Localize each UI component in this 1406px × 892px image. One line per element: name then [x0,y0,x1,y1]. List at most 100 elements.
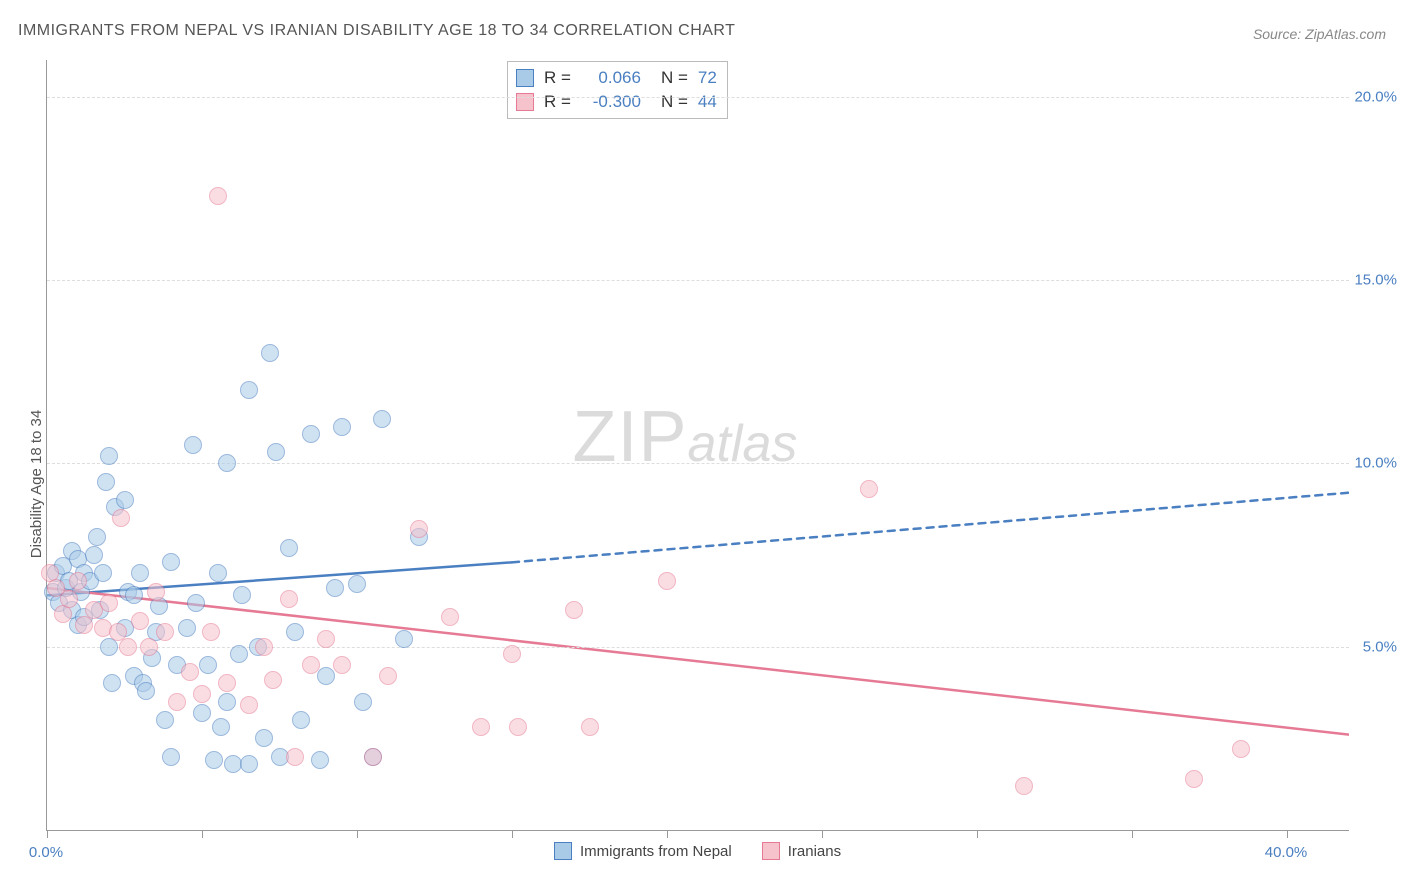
data-point-nepal [280,539,298,557]
data-point-iranians [280,590,298,608]
legend-row-nepal: R =0.066N =72 [516,66,717,90]
y-tick-label: 15.0% [1354,272,1397,289]
data-point-iranians [565,601,583,619]
data-point-nepal [156,711,174,729]
data-point-nepal [187,594,205,612]
data-point-iranians [255,638,273,656]
data-point-nepal [255,729,273,747]
data-point-nepal [103,674,121,692]
data-point-nepal [317,667,335,685]
data-point-nepal [162,748,180,766]
legend-swatch [762,842,780,860]
data-point-nepal [116,491,134,509]
r-value: -0.300 [581,92,641,112]
y-tick-label: 10.0% [1354,455,1397,472]
data-point-nepal [88,528,106,546]
data-point-iranians [333,656,351,674]
data-point-iranians [317,630,335,648]
data-point-nepal [162,553,180,571]
x-tick [667,830,668,838]
data-point-nepal [267,443,285,461]
data-point-iranians [69,572,87,590]
gridline [47,463,1349,464]
data-point-nepal [333,418,351,436]
watermark-zip: ZIP [573,397,688,477]
data-point-iranians [472,718,490,736]
data-point-nepal [348,575,366,593]
data-point-iranians [147,583,165,601]
data-point-nepal [302,425,320,443]
data-point-nepal [193,704,211,722]
data-point-iranians [1015,777,1033,795]
data-point-nepal [199,656,217,674]
legend-label: Immigrants from Nepal [580,843,732,860]
data-point-iranians [100,594,118,612]
data-point-nepal [125,586,143,604]
data-point-nepal [326,579,344,597]
data-point-iranians [509,718,527,736]
x-tick-label: 40.0% [1265,844,1308,861]
data-point-nepal [354,693,372,711]
r-symbol: R = [544,92,571,112]
data-point-iranians [1185,770,1203,788]
data-point-nepal [261,344,279,362]
data-point-iranians [264,671,282,689]
data-point-nepal [184,436,202,454]
data-point-nepal [100,447,118,465]
data-point-iranians [860,480,878,498]
data-point-iranians [156,623,174,641]
data-point-nepal [178,619,196,637]
data-point-iranians [364,748,382,766]
data-point-iranians [112,509,130,527]
data-point-nepal [212,718,230,736]
data-point-iranians [168,693,186,711]
y-axis-label: Disability Age 18 to 34 [28,409,45,557]
data-point-nepal [292,711,310,729]
gridline [47,97,1349,98]
n-symbol: N = [661,92,688,112]
legend-swatch [516,69,534,87]
x-tick [977,830,978,838]
data-point-nepal [311,751,329,769]
data-point-nepal [97,473,115,491]
data-point-nepal [240,755,258,773]
legend-item-nepal: Immigrants from Nepal [554,842,732,860]
chart-title: IMMIGRANTS FROM NEPAL VS IRANIAN DISABIL… [18,22,735,40]
n-value: 72 [698,68,717,88]
data-point-iranians [581,718,599,736]
data-point-iranians [131,612,149,630]
y-tick-label: 5.0% [1363,638,1397,655]
x-tick [202,830,203,838]
data-point-iranians [503,645,521,663]
x-tick [822,830,823,838]
x-tick [1132,830,1133,838]
scatter-chart: ZIPatlas R =0.066N =72R =-0.300N =44 5.0… [46,60,1349,831]
series-legend: Immigrants from Nepal Iranians [554,842,841,860]
data-point-nepal [233,586,251,604]
data-point-nepal [94,564,112,582]
data-point-nepal [395,630,413,648]
data-point-iranians [193,685,211,703]
n-symbol: N = [661,68,688,88]
data-point-iranians [119,638,137,656]
data-point-iranians [140,638,158,656]
watermark: ZIPatlas [573,396,798,478]
data-point-nepal [286,623,304,641]
x-tick [47,830,48,838]
legend-swatch [554,842,572,860]
data-point-nepal [240,381,258,399]
data-point-iranians [209,187,227,205]
data-point-iranians [60,590,78,608]
data-point-nepal [131,564,149,582]
data-point-iranians [1232,740,1250,758]
data-point-nepal [205,751,223,769]
data-point-nepal [230,645,248,663]
data-point-nepal [137,682,155,700]
data-point-iranians [240,696,258,714]
legend-row-iranians: R = -0.300 N = 44 [516,90,717,114]
regression-lines [47,60,1349,830]
data-point-iranians [658,572,676,590]
n-value: 44 [698,92,717,112]
legend-label: Iranians [788,843,841,860]
data-point-iranians [181,663,199,681]
